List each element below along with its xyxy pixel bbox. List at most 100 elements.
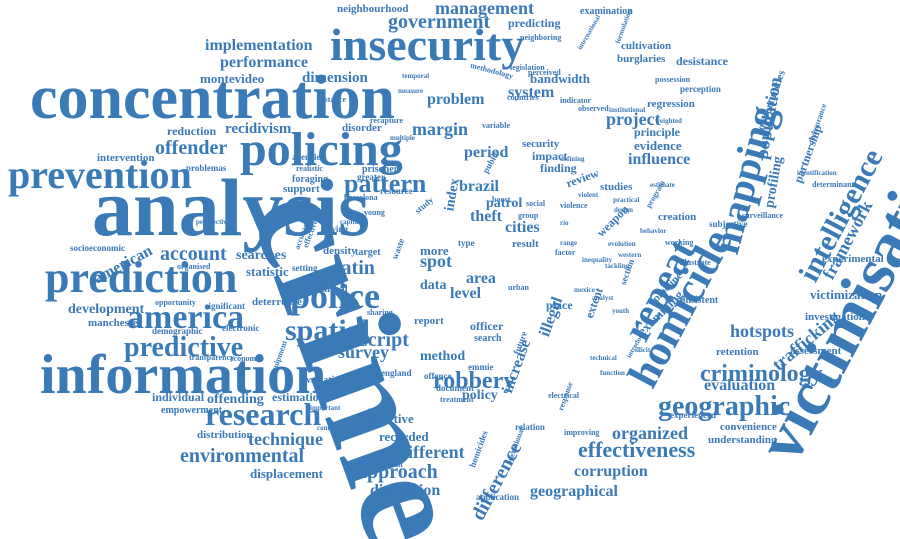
- word-distance: distance: [318, 95, 346, 104]
- word-america: america: [127, 299, 244, 336]
- word-effectiveness: effectiveness: [578, 437, 696, 462]
- word-transparency: transparency: [189, 353, 234, 362]
- word-officer: officer: [470, 319, 504, 333]
- word-socioeconomic: socioeconomic: [70, 243, 125, 253]
- word-offence: offence: [424, 371, 451, 381]
- word-account: account: [160, 243, 227, 265]
- word-recidivism: recidivism: [225, 121, 292, 137]
- word-experimental: experimental: [822, 253, 884, 265]
- word-intervention: intervention: [97, 152, 154, 164]
- word-convenience: convenience: [720, 421, 777, 433]
- word-target: target: [355, 247, 381, 258]
- word-criminology: criminology: [700, 361, 823, 387]
- word-rio: rio: [560, 219, 569, 227]
- word-concentration: concentration: [30, 64, 395, 132]
- word-influence: influence: [628, 151, 690, 168]
- word-mexico: mexico: [574, 286, 595, 294]
- word-objective: objective: [364, 411, 414, 426]
- word-information: information: [40, 344, 326, 406]
- word-statistic: statistic: [246, 264, 289, 279]
- word-neighboring: neighboring: [520, 33, 561, 42]
- word-understanding: understanding: [708, 434, 777, 446]
- word-survey: survey: [338, 342, 389, 362]
- word-cultivation: cultivation: [621, 40, 671, 52]
- word-barcelona: barcelona: [344, 193, 378, 202]
- word-relation: relation: [515, 422, 545, 432]
- word-distribution: distribution: [197, 429, 253, 441]
- word-engagement: engagement: [362, 460, 403, 469]
- word-more: more: [420, 243, 449, 258]
- word-international: international: [576, 13, 602, 51]
- word-analysis: analysis: [92, 162, 370, 253]
- word-boost: boost: [492, 195, 511, 204]
- word-period: period: [464, 144, 509, 161]
- word-reduction: reduction: [167, 124, 216, 138]
- word-violence: violence: [560, 201, 588, 210]
- word-displacement: displacement: [250, 466, 324, 481]
- word-brazil: brazil: [459, 178, 500, 195]
- word-offending: offending: [207, 392, 264, 407]
- word-cities: cities: [505, 219, 540, 236]
- word-manchester: manchester: [88, 317, 142, 329]
- word-deterrence: deterrence: [252, 296, 302, 308]
- word-principle: principle: [634, 125, 681, 139]
- word-creation: creation: [658, 211, 696, 223]
- word-dispersion: dispersion: [370, 482, 440, 499]
- word-practical: practical: [613, 196, 639, 204]
- word-individual: individual: [152, 390, 205, 404]
- word-support: support: [283, 183, 320, 195]
- word-bandwidth: bandwidth: [530, 71, 591, 86]
- word-problemas: problemas: [186, 163, 227, 173]
- word-observed: observed: [578, 104, 609, 113]
- word-young: young: [364, 208, 385, 217]
- word-latin: latin: [336, 257, 375, 279]
- word-spatial: spatial: [285, 314, 370, 347]
- word-indicator: indicator: [560, 96, 592, 105]
- word-police: police: [290, 276, 380, 316]
- word-improving: improving: [564, 428, 599, 437]
- word-geographic: geographic: [658, 391, 790, 422]
- word-spot: spot: [420, 251, 452, 271]
- word-implementation: implementation: [205, 37, 313, 54]
- word-technique: technique: [248, 429, 323, 449]
- word-assessment: assessment: [790, 345, 842, 357]
- word-foraging: foraging: [292, 174, 328, 185]
- word-multiple: multiple: [390, 134, 415, 142]
- word-behavior: behavior: [640, 227, 666, 235]
- word-greater: greater: [357, 172, 385, 182]
- word-economic: economic: [230, 354, 262, 363]
- word-government: government: [388, 11, 491, 33]
- word-searches: searches: [236, 248, 287, 263]
- word-script: script: [360, 329, 409, 351]
- word-impact: impact: [532, 149, 567, 163]
- word-examination: examination: [580, 6, 633, 17]
- word-index: index: [442, 177, 462, 212]
- word-management: management: [435, 0, 534, 18]
- word-criminal: criminal: [308, 283, 348, 295]
- word-institutional: institutional: [609, 106, 645, 114]
- word-retention: retention: [716, 346, 759, 358]
- word-theft: theft: [470, 208, 503, 225]
- word-subjective: subjective: [709, 219, 748, 229]
- word-surveillance: surveillance: [742, 211, 783, 220]
- word-robbery: robbery: [433, 368, 515, 394]
- word-prediction: prediction: [45, 253, 237, 302]
- word-variable: variable: [482, 121, 510, 130]
- word-opportunity: opportunity: [155, 298, 196, 307]
- word-empowerment: empowerment: [161, 405, 223, 416]
- word-dimension: dimension: [302, 70, 369, 86]
- word-perceived: perceived: [528, 68, 561, 77]
- word-pattern: pattern: [344, 169, 427, 198]
- word-research: research: [205, 396, 321, 432]
- word-youth: youth: [612, 307, 629, 315]
- word-solving: solving: [321, 224, 349, 234]
- word-variation: variation: [306, 375, 345, 386]
- word-possession: possession: [655, 75, 691, 84]
- word-burglaries: burglaries: [617, 53, 666, 65]
- word-scientific: scientific: [368, 406, 394, 414]
- word-policy: policy: [462, 388, 498, 403]
- word-security: security: [522, 138, 560, 150]
- word-weighted: weighted: [655, 117, 682, 125]
- word-communities: communities: [317, 424, 355, 432]
- word-resource: resource: [380, 186, 413, 196]
